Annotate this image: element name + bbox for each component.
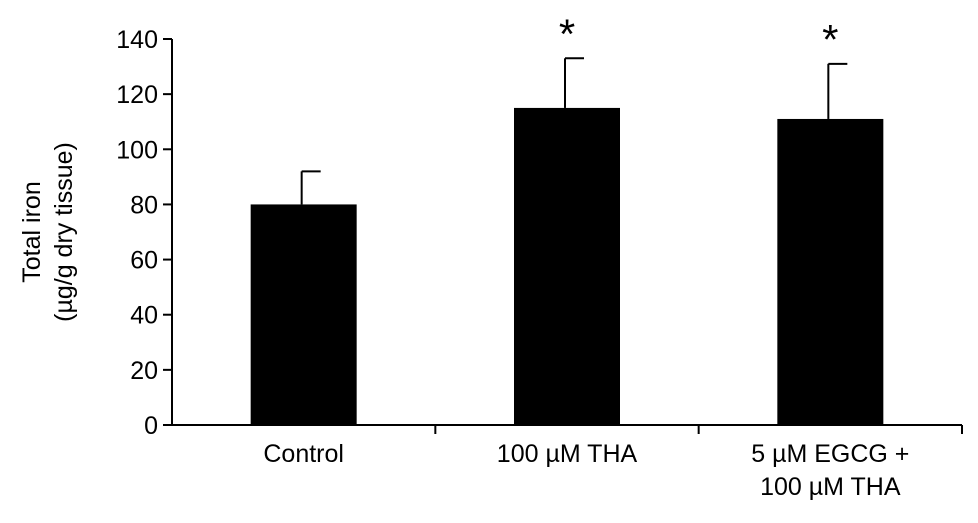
- bars: [250, 57, 884, 425]
- x-category-label: 100 µM THA: [760, 473, 901, 501]
- y-tick-label: 60: [130, 247, 158, 275]
- significance-marker: *: [559, 10, 575, 57]
- bar: [514, 107, 620, 425]
- y-axis-title-line: Total iron: [18, 181, 46, 282]
- bar: [777, 118, 884, 425]
- y-tick-label: 140: [116, 26, 158, 54]
- y-tick-label: 100: [116, 136, 158, 164]
- x-category-label: 100 µM THA: [497, 440, 638, 468]
- y-axis-title: Total iron (µg/g dry tissue): [18, 142, 78, 322]
- bar: [250, 204, 357, 425]
- y-tick-label: 20: [130, 357, 158, 385]
- y-tick-label: 0: [144, 412, 158, 440]
- y-tick-label: 40: [130, 302, 158, 330]
- y-tick-label: 80: [130, 191, 158, 219]
- category-labels: Control * 100 µM THA * 5 µM EGCG + 100 µM THA: [263, 10, 909, 501]
- y-axis-title-line: (µg/g dry tissue): [50, 142, 78, 322]
- x-category-label: 5 µM EGCG +: [751, 440, 909, 468]
- x-category-label: Control: [263, 440, 344, 468]
- y-tick-label: 120: [116, 81, 158, 109]
- significance-marker: *: [822, 16, 838, 63]
